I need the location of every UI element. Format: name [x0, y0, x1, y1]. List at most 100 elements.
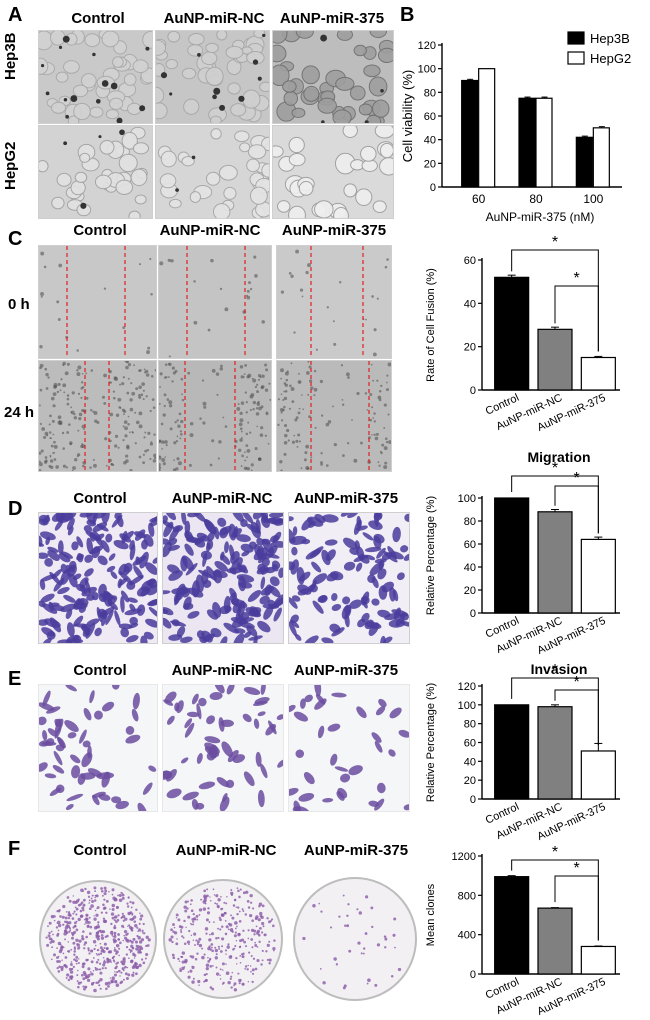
significance-bracket — [554, 875, 599, 941]
cell-dot — [211, 368, 216, 373]
colony-dot — [250, 928, 255, 932]
stained-cell — [163, 515, 168, 524]
cell-dot — [80, 396, 83, 400]
stained-cell — [296, 567, 305, 585]
colony-dot — [238, 982, 241, 985]
cell-shape — [218, 164, 238, 181]
cell-dot — [308, 415, 311, 419]
stained-cell — [129, 544, 136, 561]
scratch-c-0h-control — [38, 245, 157, 359]
stained-cell — [119, 533, 132, 543]
cell-dot — [333, 342, 337, 346]
colony-dot — [67, 913, 71, 917]
stained-cell — [140, 635, 148, 643]
cell-dot — [127, 422, 130, 426]
colony-dot — [109, 930, 114, 935]
colony-dot — [374, 983, 378, 987]
cell-dot — [123, 420, 128, 424]
colony-dot — [140, 914, 144, 918]
stained-cell — [206, 751, 216, 761]
cell-dot — [193, 320, 198, 325]
cell-dot — [53, 458, 57, 461]
cell-dot — [159, 261, 164, 266]
stained-cell — [403, 804, 409, 811]
cell-dot — [372, 352, 377, 357]
stained-cell — [71, 541, 79, 551]
colony-dot — [102, 919, 107, 923]
colony-dot — [247, 937, 250, 940]
stained-cell — [195, 802, 205, 810]
colony-dot — [80, 981, 83, 984]
cell-dot — [122, 376, 125, 379]
colony-dot — [188, 929, 191, 933]
stained-cell — [206, 566, 217, 581]
colony-dot — [139, 917, 143, 921]
colony-dot — [393, 917, 397, 921]
y-tick-label: 40 — [464, 562, 476, 574]
colony-dot — [333, 957, 337, 961]
colony-dot — [65, 920, 69, 924]
stained-cell — [331, 627, 345, 637]
colony-dot — [254, 967, 258, 971]
stained-cell — [398, 729, 409, 738]
cell-dot — [181, 393, 183, 396]
stained-cell — [206, 715, 216, 725]
colony-dot — [94, 894, 97, 897]
cell-shape — [242, 89, 261, 109]
cell-dot — [60, 378, 63, 381]
cell-dot — [47, 376, 50, 379]
stained-cell — [343, 537, 358, 550]
colony-dot — [358, 911, 363, 915]
stained-cell — [39, 535, 43, 547]
colony-dot — [73, 958, 76, 961]
stained-cell — [66, 793, 84, 802]
stained-cell — [314, 685, 322, 697]
colony-dot — [211, 987, 215, 991]
colony-dot — [261, 921, 265, 926]
cell-shape — [234, 130, 250, 143]
cell-dot — [201, 379, 205, 382]
cell-nucleus — [257, 76, 262, 81]
cell-dot — [130, 382, 133, 385]
colony-dot — [140, 946, 144, 951]
cell-dot — [239, 418, 244, 423]
stained-cell — [57, 639, 73, 643]
stained-cell — [120, 627, 129, 638]
colony-dot — [175, 913, 179, 917]
colony-dot — [83, 918, 86, 921]
x-tick-label: 60 — [472, 192, 486, 206]
stained-cell — [343, 561, 356, 571]
colony-dot — [72, 965, 75, 968]
colony-dot — [113, 935, 117, 938]
cell-dot — [114, 434, 119, 438]
cell-dot — [256, 390, 259, 394]
cell-dot — [143, 368, 146, 371]
stained-cell — [79, 513, 95, 518]
cell-dot — [284, 389, 288, 393]
cell-shape — [134, 194, 147, 205]
panel-f-col-mir375: AuNP-miR-375 — [303, 842, 409, 859]
colony-dot — [137, 936, 141, 940]
colony-dot — [111, 907, 115, 911]
colony-dot — [268, 940, 271, 943]
stained-cell — [295, 749, 305, 758]
bar-aunp-mir-nc — [537, 706, 573, 800]
colony-dot — [302, 936, 306, 941]
cell-dot — [299, 288, 304, 292]
cell-dot — [50, 465, 54, 469]
bar-hepg2-60 — [478, 68, 496, 188]
colony-dot — [113, 899, 116, 902]
cell-dot — [153, 433, 156, 436]
stained-cell — [391, 609, 409, 617]
colony-dot — [132, 954, 135, 956]
colony-dot — [177, 918, 181, 922]
colony-dot — [181, 966, 185, 971]
cell-dot — [372, 379, 375, 382]
cell-dot — [293, 331, 296, 334]
cell-dot — [280, 368, 284, 373]
cell-dot — [159, 439, 162, 444]
stained-cell — [49, 787, 62, 797]
colony-dot — [346, 924, 350, 928]
stained-cell — [289, 527, 296, 544]
cell-dot — [49, 454, 52, 457]
